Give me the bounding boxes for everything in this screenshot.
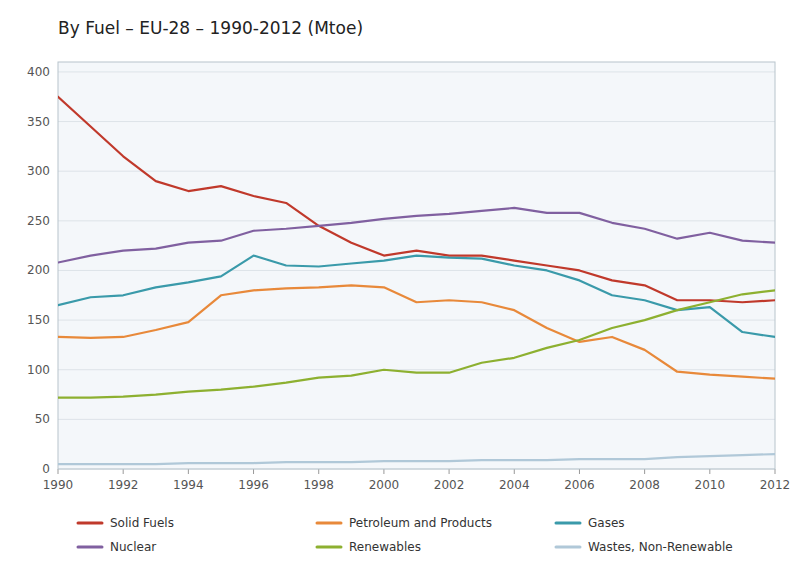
x-tick	[253, 469, 254, 474]
x-tick	[188, 469, 189, 474]
legend-label: Nuclear	[110, 540, 156, 554]
x-tick-label: 1996	[238, 478, 269, 492]
series-line	[58, 290, 775, 397]
x-tick-label: 1998	[303, 478, 334, 492]
lines	[58, 97, 775, 464]
series-line	[58, 256, 775, 337]
legend-swatch	[556, 546, 580, 549]
grid-line	[58, 220, 775, 221]
series-line	[58, 97, 775, 302]
x-tick-label: 2008	[629, 478, 660, 492]
x-tick	[644, 469, 645, 474]
legend-swatch	[78, 546, 102, 549]
legend-label: Solid Fuels	[110, 516, 174, 530]
x-tick-label: 1994	[173, 478, 204, 492]
grid-line	[58, 71, 775, 72]
x-tick	[123, 469, 124, 474]
x-tick	[709, 469, 710, 474]
y-tick-label: 0	[42, 462, 50, 476]
x-tick-label: 2000	[369, 478, 400, 492]
y-tick-label: 50	[35, 412, 50, 426]
grid-line	[58, 270, 775, 271]
x-tick-label: 2010	[695, 478, 726, 492]
y-tick-label: 150	[27, 313, 50, 327]
x-tick	[318, 469, 319, 474]
x-tick-label: 1990	[43, 478, 74, 492]
legend-label: Petroleum and Products	[349, 516, 492, 530]
y-tick-label: 250	[27, 214, 50, 228]
x-tick	[449, 469, 450, 474]
x-tick	[383, 469, 384, 474]
title: By Fuel – EU-28 – 1990-2012 (Mtoe)	[58, 18, 363, 38]
x-tick-label: 2002	[434, 478, 465, 492]
legend: Solid Fuels Petroleum and Products Gases Nu…	[78, 516, 733, 554]
legend-swatch	[317, 522, 341, 525]
legend-label: Gases	[588, 516, 625, 530]
legend-swatch	[317, 546, 341, 549]
plot-frame	[58, 62, 775, 469]
grid-line	[58, 419, 775, 420]
grid-line	[58, 171, 775, 172]
grid	[58, 72, 775, 469]
y-tick-label: 300	[27, 164, 50, 178]
series-line	[58, 208, 775, 263]
legend-swatch	[556, 522, 580, 525]
x-tick	[775, 469, 776, 474]
legend-label: Wastes, Non-Renewable	[588, 540, 733, 554]
x-tick-label: 2004	[499, 478, 530, 492]
x-tick-label: 1992	[108, 478, 139, 492]
chart: By Fuel – EU-28 – 1990-2012 (Mtoe) 0 50 100…	[0, 0, 799, 577]
plot-background	[58, 62, 775, 469]
legend-swatch	[78, 522, 102, 525]
x-tick-label: 2006	[564, 478, 595, 492]
y-tick-label: 100	[27, 363, 50, 377]
x-tick-label: 2012	[760, 478, 791, 492]
grid-line	[58, 369, 775, 370]
y-tick-label: 400	[27, 65, 50, 79]
y-tick-label: 200	[27, 263, 50, 277]
x-tick	[58, 469, 59, 474]
y-tick-label: 350	[27, 115, 50, 129]
grid-line	[58, 121, 775, 122]
x-tick	[579, 469, 580, 474]
series-line	[58, 454, 775, 464]
grid-line	[58, 320, 775, 321]
legend-label: Renewables	[349, 540, 421, 554]
x-tick	[514, 469, 515, 474]
series-line	[58, 285, 775, 378]
